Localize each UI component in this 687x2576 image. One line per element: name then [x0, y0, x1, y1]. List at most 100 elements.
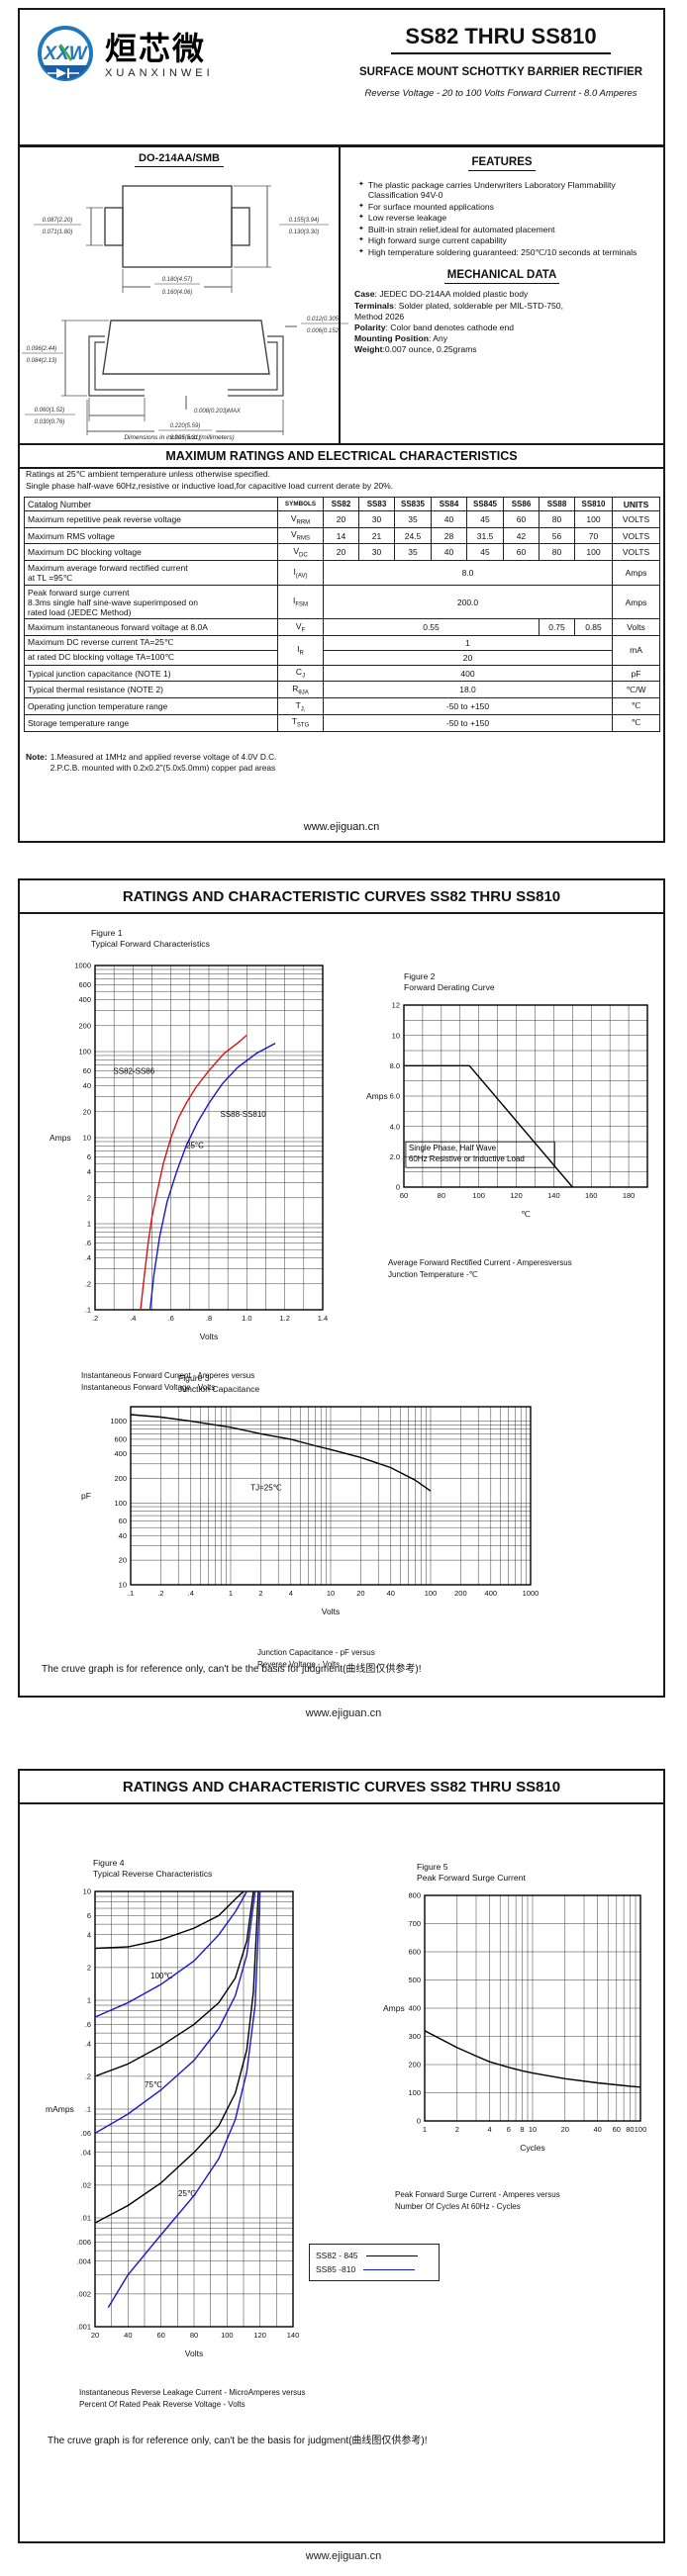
svg-text:.1: .1	[128, 1589, 134, 1598]
parameter-cell: Maximum instantaneous forward voltage at…	[24, 618, 278, 636]
svg-text:20: 20	[83, 1108, 91, 1117]
parameter-cell: Typical junction capacitance (NOTE 1)	[24, 664, 278, 683]
svg-text:40: 40	[119, 1531, 127, 1540]
ratings-table-head: Catalog Number SYMBOLS SS82 SS83 SS835 SS84 SS…	[24, 497, 660, 511]
page3-footer-url: www.ejiguan.cn	[305, 2550, 382, 2562]
svg-text:100: 100	[78, 1048, 91, 1057]
svg-text:0.006(0.152): 0.006(0.152)	[307, 328, 341, 334]
figure-1-caption: Instantaneous Forward Current - Amperes …	[81, 1371, 255, 1392]
value-cell: 0.75	[539, 618, 575, 636]
svg-text:2: 2	[87, 1964, 91, 1973]
ratings-conditions: Ratings at 25℃ ambient temperature unles…	[26, 469, 659, 492]
table-row: Maximum DC blocking voltage VDC 20 30 35 40 45…	[24, 543, 660, 562]
symbol-cell: IFSM	[277, 585, 324, 620]
svg-text:100: 100	[472, 1191, 485, 1200]
unit-cell: VOLTS	[612, 510, 660, 528]
symbol-cell: I(AV)	[277, 560, 324, 587]
svg-text:100℃: 100℃	[150, 1972, 172, 1980]
svg-text:0.096(2.44): 0.096(2.44)	[27, 346, 57, 352]
svg-text:.1: .1	[85, 2105, 91, 2114]
figure-1-title: Figure 1 Typical Forward Characteristics	[91, 928, 210, 950]
series-legend: SS82 - 845 SS85 -810	[309, 2244, 440, 2281]
svg-text:200: 200	[408, 2061, 421, 2070]
feature-item: ✦ Built-in strain relief,ideal for automa…	[358, 224, 555, 234]
svg-text:1: 1	[423, 2125, 427, 2134]
note-line-1: 1.Measured at 1MHz and applied reverse v…	[49, 752, 277, 762]
value-cell: 20	[323, 510, 359, 528]
figure-4-caption: Instantaneous Reverse Leakage Current - …	[79, 2388, 306, 2409]
features-heading: FEATURES	[341, 156, 663, 171]
svg-text:Cycles: Cycles	[520, 2143, 545, 2153]
value-cell: 14	[323, 526, 359, 545]
svg-text:10: 10	[392, 1032, 400, 1041]
svg-text:200: 200	[114, 1474, 127, 1483]
package-name: DO-214AA/SMB	[20, 152, 339, 167]
svg-text:.004: .004	[76, 2257, 91, 2266]
svg-text:0.008(0.203)MAX: 0.008(0.203)MAX	[194, 409, 242, 414]
table-row: Operating junction temperature range TJ, -…	[24, 697, 660, 715]
svg-text:Single Phase, Half Wave: Single Phase, Half Wave	[409, 1145, 497, 1153]
parameter-cell: Peak forward surge current 8.3ms single …	[24, 585, 278, 620]
svg-text:25℃: 25℃	[178, 2189, 196, 2198]
table-header: SS84	[431, 497, 467, 511]
table-row: Maximum repetitive peak reverse voltage V…	[24, 510, 660, 528]
page-2: RATINGS AND CHARACTERISTIC CURVES SS82 T…	[18, 878, 665, 1698]
svg-text:6: 6	[87, 1152, 91, 1161]
svg-text:.4: .4	[130, 1314, 136, 1323]
unit-cell: Volts	[612, 618, 660, 636]
note-label: Note:	[26, 752, 48, 762]
svg-text:.2: .2	[85, 1280, 91, 1289]
svg-text:25°C: 25°C	[186, 1142, 204, 1150]
figure-2-caption: Average Forward Rectified Current - Ampe…	[388, 1258, 572, 1279]
svg-text:600: 600	[114, 1435, 127, 1444]
value-cell: 100	[574, 543, 613, 562]
unit-cell: ℃/W	[612, 681, 660, 699]
svg-text:600: 600	[78, 980, 91, 989]
svg-text:Amps: Amps	[49, 1133, 71, 1143]
table-header: UNITS	[612, 497, 660, 511]
parameter-cell: Maximum DC reverse current TA=25℃	[24, 634, 278, 651]
value-cell: 60	[503, 543, 540, 562]
svg-text:℃: ℃	[521, 1209, 531, 1219]
svg-text:40: 40	[387, 1589, 395, 1598]
symbol-cell: VRMS	[277, 526, 324, 545]
legend-line-sample	[365, 2254, 418, 2256]
value-cell: 70	[574, 526, 613, 545]
table-header: SS845	[466, 497, 504, 511]
svg-text:60: 60	[83, 1066, 91, 1075]
table-header: SS88	[539, 497, 575, 511]
mechanical-heading: MECHANICAL DATA	[341, 269, 663, 285]
mechanical-line: Polarity: Color band denotes cathode end	[354, 322, 515, 332]
svg-text:0.030(0.76): 0.030(0.76)	[35, 419, 65, 425]
svg-text:0.060(1.52): 0.060(1.52)	[35, 408, 65, 414]
package-top-view-drawing: 0.087(2.20) 0.071(1.80) 0.155(3.94) 0.13…	[34, 185, 329, 296]
svg-text:1.0: 1.0	[242, 1314, 251, 1323]
svg-text:200: 200	[78, 1022, 91, 1031]
svg-text:.2: .2	[92, 1314, 98, 1323]
bullet-icon: ✦	[358, 225, 364, 232]
svg-text:Volts: Volts	[322, 1607, 340, 1616]
svg-text:.001: .001	[76, 2323, 91, 2332]
table-note: Note: 1.Measured at 1MHz and applied rev…	[26, 752, 276, 774]
svg-text:.02: .02	[81, 2181, 91, 2190]
figure-5-chart: 1 2 4 6 8 10 20 40 60 80 100 0 100 200 300 400 500 600 700…	[381, 1887, 678, 2177]
svg-text:0.220(5.59): 0.220(5.59)	[170, 423, 201, 429]
ratings-condition-1: Ratings at 25℃ ambient temperature unles…	[26, 469, 271, 479]
ratings-summary-line: Reverse Voltage - 20 to 100 Volts Forwar…	[364, 88, 638, 99]
page2-footer-url: www.ejiguan.cn	[305, 1707, 382, 1719]
svg-text:40: 40	[124, 2331, 132, 2340]
svg-text:200: 200	[454, 1589, 467, 1598]
svg-text:.4: .4	[85, 2040, 91, 2049]
ratings-table: Catalog Number SYMBOLS SS82 SS83 SS835 SS84 SS…	[24, 497, 660, 732]
svg-text:8.0: 8.0	[390, 1061, 400, 1070]
figure-2-title: Figure 2 Forward Derating Curve	[404, 971, 495, 993]
figure-3-block: Figure 3 Junction Capacitance .1 .2 .4 1 2 4 1…	[79, 1373, 594, 1670]
diode-icon	[56, 68, 66, 78]
mechanical-line: Case: JEDEC DO-214AA molded plastic body	[354, 289, 529, 300]
svg-text:0.160(4.06): 0.160(4.06)	[162, 290, 193, 296]
unit-cell: Amps	[612, 560, 660, 587]
svg-text:160: 160	[585, 1191, 598, 1200]
svg-text:60: 60	[156, 2331, 164, 2340]
parameter-cell: Typical thermal resistance (NOTE 2)	[24, 681, 278, 699]
svg-text:75℃: 75℃	[145, 2080, 162, 2089]
